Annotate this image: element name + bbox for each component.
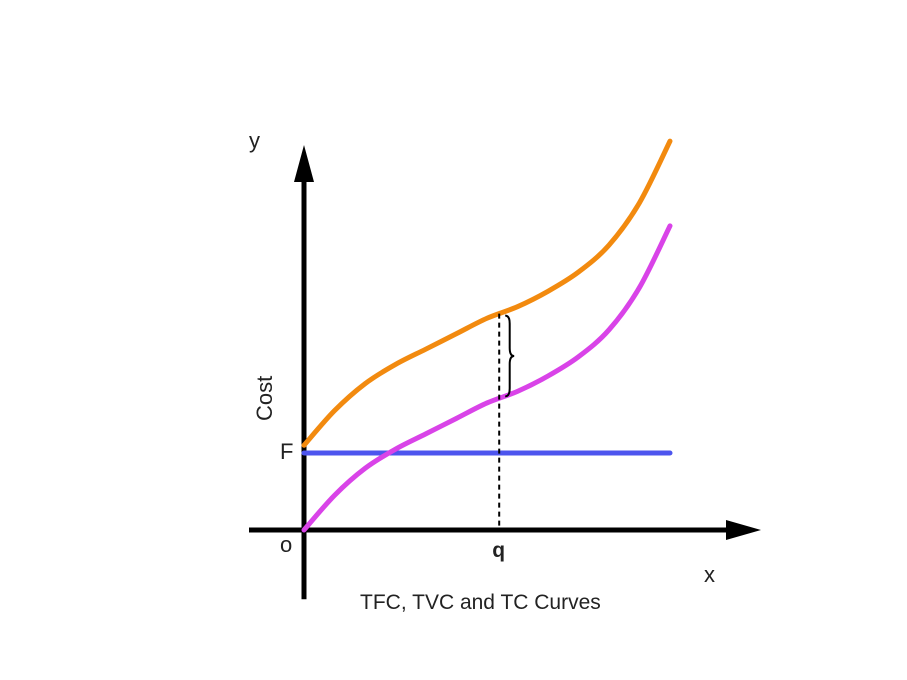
tc-curve [301,138,673,448]
chart-title: TFC, TVC and TC Curves [360,591,601,614]
y-axis-label: y [249,128,260,153]
x-axis-label: x [704,562,715,587]
origin-label: o [280,532,292,557]
cost-axis-label: Cost [252,376,277,421]
q-tick-label: q [492,539,505,562]
fixed-cost-label: F [280,439,293,464]
fixed-cost-gap-brace [505,314,515,398]
y-axis-arrowhead [294,145,314,182]
series-layer [301,138,673,533]
axes [249,145,761,600]
tvc-curve [301,223,673,533]
x-axis-arrowhead [726,520,761,540]
